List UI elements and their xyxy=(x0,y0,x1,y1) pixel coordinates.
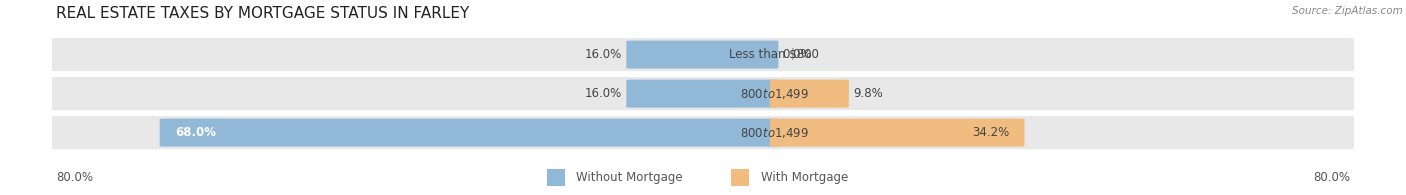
Text: 80.0%: 80.0% xyxy=(1313,171,1350,184)
FancyBboxPatch shape xyxy=(52,116,1354,149)
Text: REAL ESTATE TAXES BY MORTGAGE STATUS IN FARLEY: REAL ESTATE TAXES BY MORTGAGE STATUS IN … xyxy=(56,6,470,21)
Text: Source: ZipAtlas.com: Source: ZipAtlas.com xyxy=(1292,6,1403,16)
Text: 34.2%: 34.2% xyxy=(972,126,1010,139)
Text: $800 to $1,499: $800 to $1,499 xyxy=(740,87,808,101)
Text: 16.0%: 16.0% xyxy=(585,48,621,61)
Text: 0.0%: 0.0% xyxy=(783,48,813,61)
FancyBboxPatch shape xyxy=(52,77,1354,110)
FancyBboxPatch shape xyxy=(626,80,779,108)
Text: Less than $800: Less than $800 xyxy=(730,48,820,61)
FancyBboxPatch shape xyxy=(547,169,565,186)
Text: With Mortgage: With Mortgage xyxy=(761,171,848,184)
Text: 9.8%: 9.8% xyxy=(853,87,883,100)
FancyBboxPatch shape xyxy=(770,119,1025,147)
Text: $800 to $1,499: $800 to $1,499 xyxy=(740,126,808,140)
FancyBboxPatch shape xyxy=(626,41,779,69)
FancyBboxPatch shape xyxy=(731,169,749,186)
FancyBboxPatch shape xyxy=(770,80,849,108)
Text: Without Mortgage: Without Mortgage xyxy=(576,171,683,184)
Text: 16.0%: 16.0% xyxy=(585,87,621,100)
FancyBboxPatch shape xyxy=(160,119,779,147)
Text: 68.0%: 68.0% xyxy=(176,126,217,139)
Text: 80.0%: 80.0% xyxy=(56,171,93,184)
FancyBboxPatch shape xyxy=(52,38,1354,71)
